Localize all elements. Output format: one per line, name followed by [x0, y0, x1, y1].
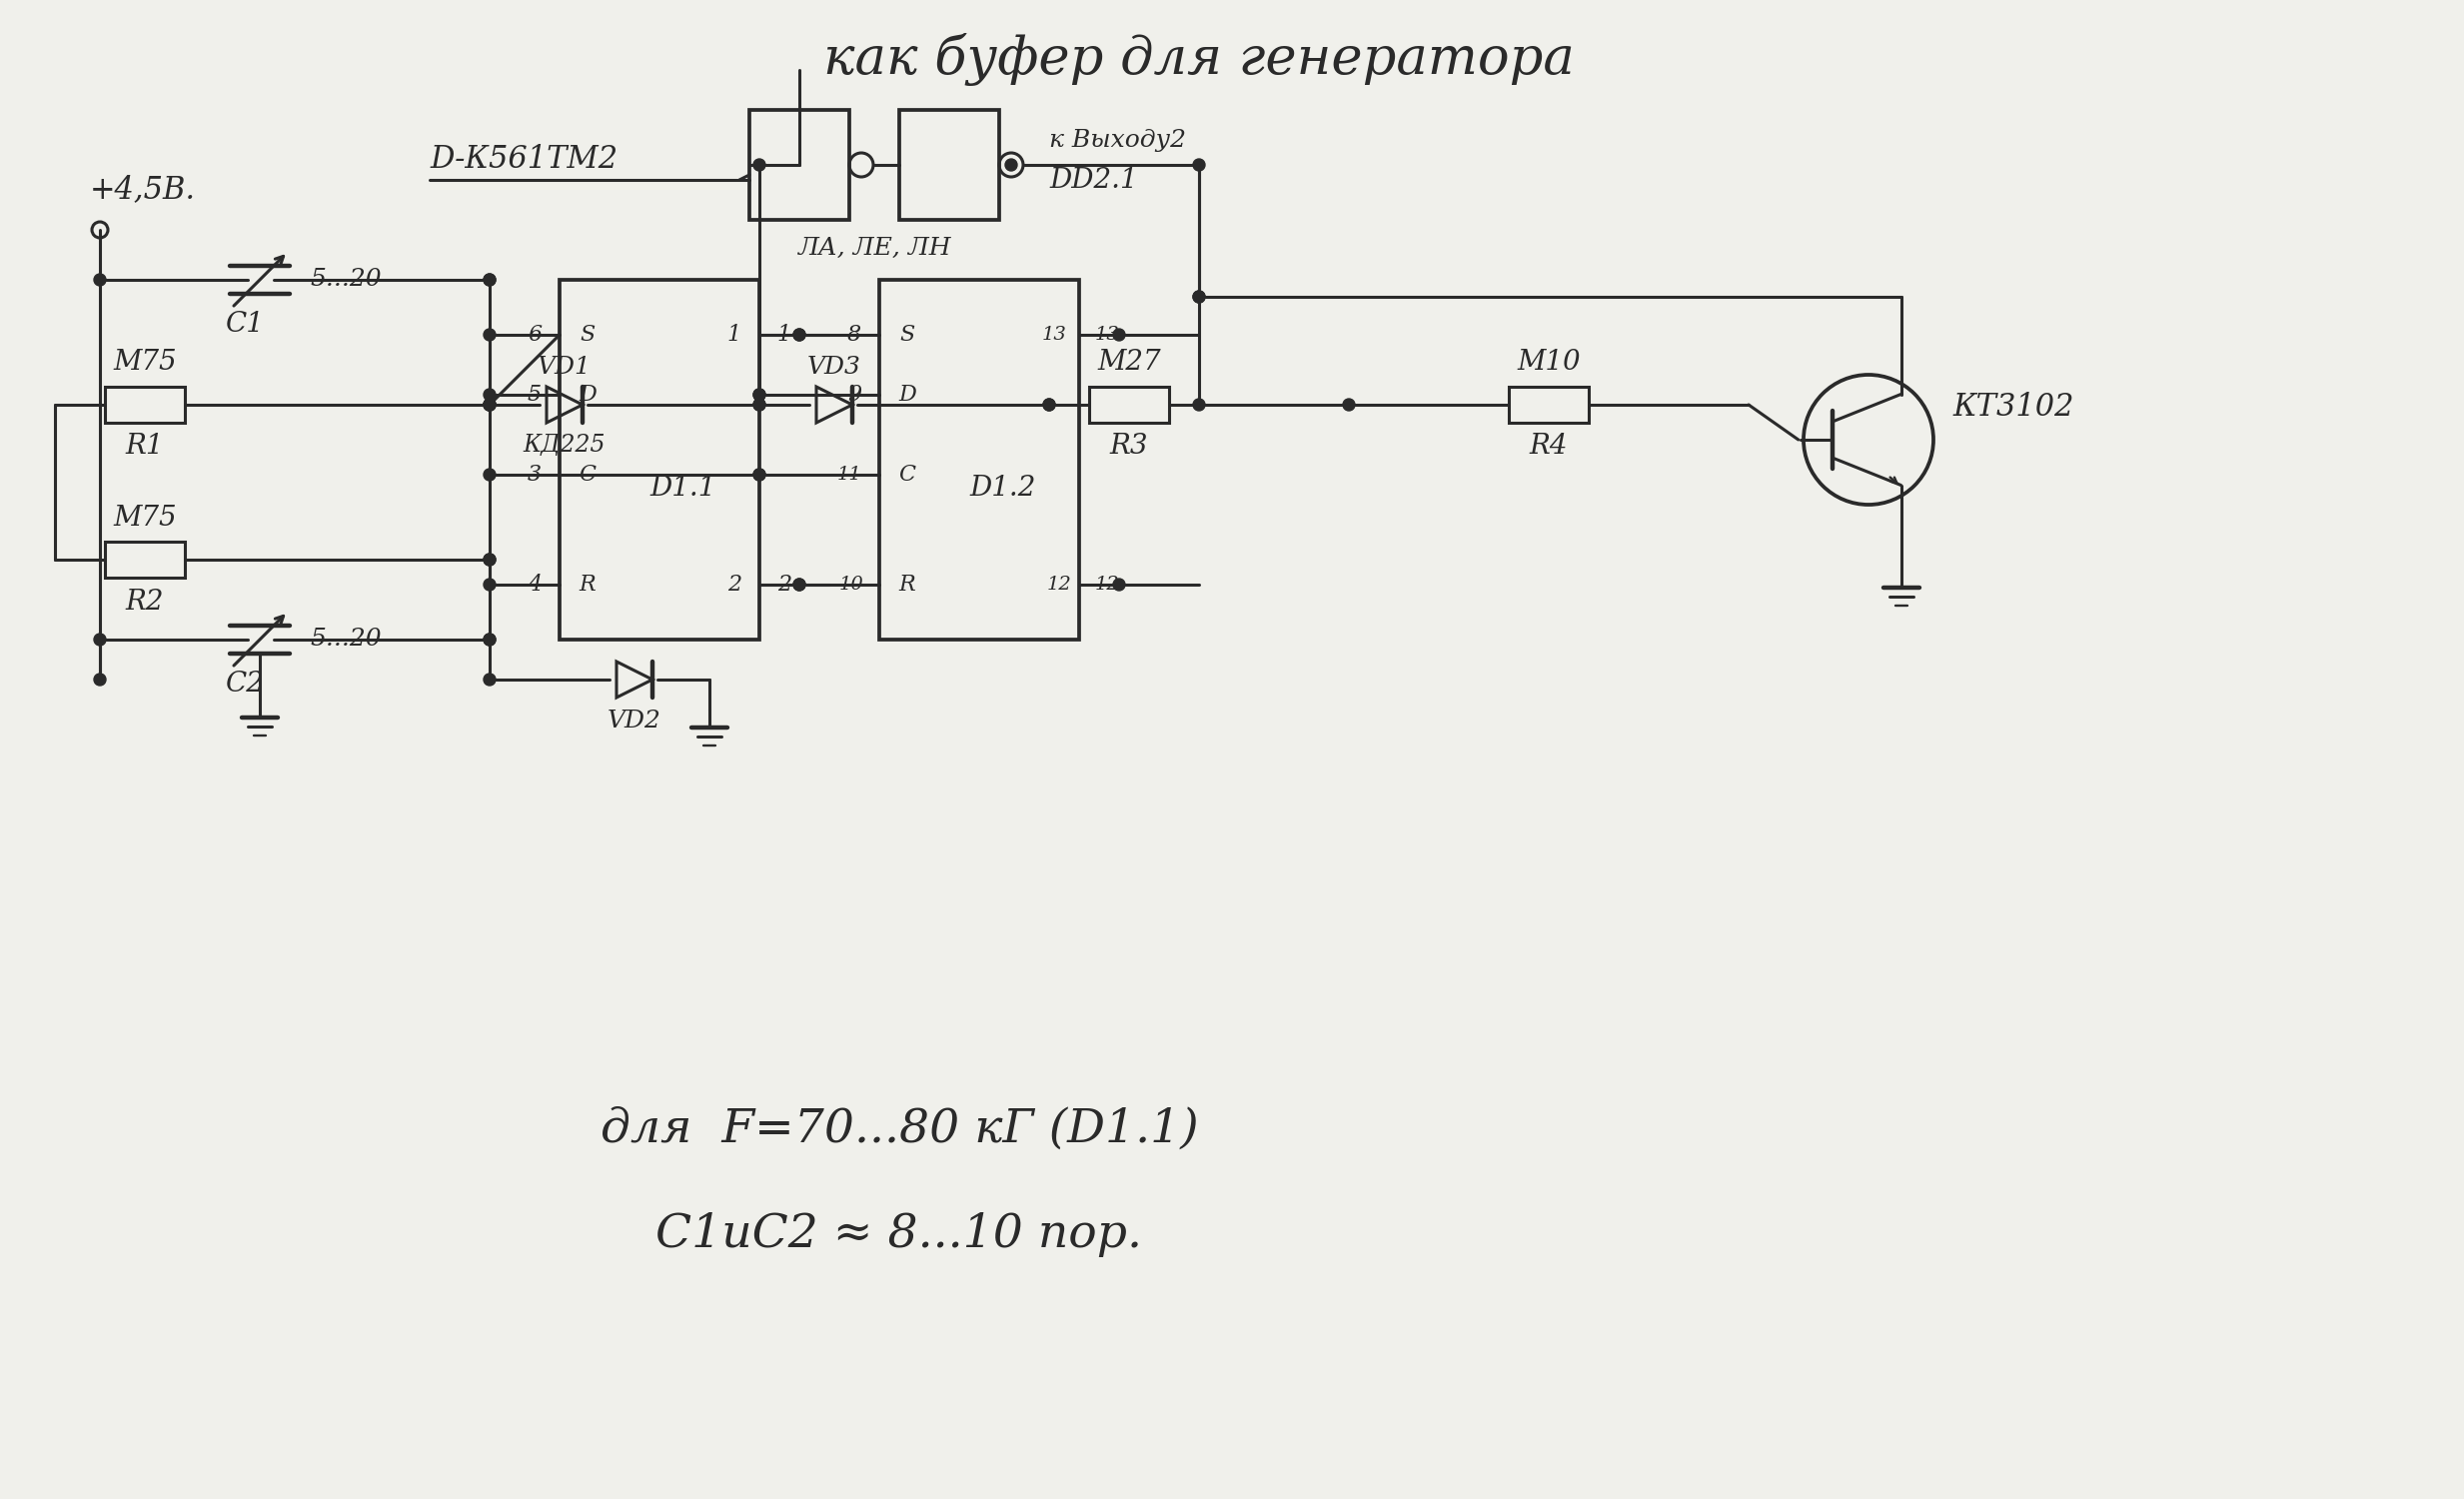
Circle shape: [483, 328, 495, 340]
Text: C: C: [899, 463, 917, 486]
Bar: [1089, 387, 1168, 423]
Circle shape: [483, 274, 495, 286]
Text: DD2.1: DD2.1: [1050, 166, 1138, 193]
Text: C: C: [579, 463, 596, 486]
Circle shape: [793, 579, 806, 591]
Text: D1.1: D1.1: [650, 475, 717, 502]
Circle shape: [483, 634, 495, 646]
Text: VD3: VD3: [808, 355, 862, 378]
Circle shape: [1114, 328, 1126, 340]
Circle shape: [1193, 399, 1205, 411]
Bar: [559, 280, 759, 640]
Text: 1: 1: [727, 324, 742, 346]
Text: 2: 2: [727, 574, 742, 595]
Circle shape: [754, 159, 766, 171]
Text: R4: R4: [1530, 433, 1567, 460]
Circle shape: [483, 579, 495, 591]
Circle shape: [793, 328, 806, 340]
Text: R: R: [579, 574, 596, 595]
Text: D1.2: D1.2: [971, 475, 1037, 502]
Bar: [899, 109, 1000, 220]
Circle shape: [1042, 399, 1055, 411]
Circle shape: [1193, 291, 1205, 303]
Circle shape: [483, 553, 495, 565]
Circle shape: [1193, 291, 1205, 303]
Text: D-К561ТМ2: D-К561ТМ2: [429, 144, 618, 175]
Text: 13: 13: [1042, 325, 1067, 343]
Text: D: D: [579, 384, 596, 406]
Circle shape: [1114, 579, 1126, 591]
Text: C2: C2: [224, 672, 264, 699]
Text: 10: 10: [838, 576, 865, 594]
Text: М75: М75: [113, 349, 177, 376]
Text: 13: 13: [1094, 325, 1119, 343]
Text: 9: 9: [848, 384, 862, 406]
Circle shape: [483, 634, 495, 646]
Text: 1: 1: [776, 324, 791, 346]
Bar: [106, 541, 185, 577]
Text: VD1: VD1: [537, 355, 591, 378]
Text: 5...20: 5...20: [310, 628, 382, 651]
Circle shape: [754, 388, 766, 400]
Text: S: S: [899, 324, 914, 346]
Circle shape: [483, 388, 495, 400]
Text: КД225: КД225: [522, 433, 606, 456]
Circle shape: [754, 469, 766, 481]
Text: М75: М75: [113, 504, 177, 531]
Text: +4,5В.: +4,5В.: [89, 174, 197, 205]
Circle shape: [754, 469, 766, 481]
Circle shape: [754, 388, 766, 400]
Text: R: R: [899, 574, 917, 595]
Circle shape: [483, 399, 495, 411]
Circle shape: [483, 469, 495, 481]
Circle shape: [483, 399, 495, 411]
Circle shape: [793, 328, 806, 340]
Text: С1иС2 ≈ 8...10 пор.: С1иС2 ≈ 8...10 пор.: [655, 1211, 1143, 1256]
Circle shape: [483, 673, 495, 685]
Text: 12: 12: [1047, 576, 1072, 594]
Circle shape: [483, 399, 495, 411]
Circle shape: [1042, 399, 1055, 411]
Text: 5: 5: [527, 384, 542, 406]
Circle shape: [483, 399, 495, 411]
Circle shape: [1193, 159, 1205, 171]
Text: 2: 2: [776, 574, 791, 595]
Text: КТ3102: КТ3102: [1954, 391, 2075, 423]
Text: 3: 3: [527, 463, 542, 486]
Text: 6: 6: [527, 324, 542, 346]
Circle shape: [94, 673, 106, 685]
Text: М10: М10: [1518, 349, 1579, 376]
Text: 8: 8: [848, 324, 862, 346]
Text: 4: 4: [527, 574, 542, 595]
Text: ЛА, ЛЕ, ЛН: ЛА, ЛЕ, ЛН: [798, 237, 951, 259]
Text: как буфер для генератора: как буфер для генератора: [823, 33, 1574, 87]
Text: к Выходу2: к Выходу2: [1050, 129, 1185, 151]
Text: М27: М27: [1096, 349, 1161, 376]
Circle shape: [94, 274, 106, 286]
Text: R1: R1: [126, 433, 165, 460]
Text: S: S: [579, 324, 596, 346]
Bar: [1508, 387, 1589, 423]
Circle shape: [1343, 399, 1355, 411]
Circle shape: [793, 579, 806, 591]
Bar: [880, 280, 1079, 640]
Circle shape: [94, 634, 106, 646]
Text: 12: 12: [1094, 576, 1119, 594]
Circle shape: [754, 399, 766, 411]
Circle shape: [483, 553, 495, 565]
Bar: [749, 109, 850, 220]
Text: 11: 11: [838, 466, 862, 484]
Circle shape: [483, 274, 495, 286]
Text: для  F=70...80 кГ (D1.1): для F=70...80 кГ (D1.1): [601, 1106, 1198, 1151]
Text: VD2: VD2: [609, 711, 660, 733]
Text: C1: C1: [224, 312, 264, 339]
Circle shape: [754, 399, 766, 411]
Text: 5...20: 5...20: [310, 268, 382, 291]
Text: R2: R2: [126, 588, 165, 615]
Circle shape: [1005, 159, 1018, 171]
Text: R3: R3: [1109, 433, 1148, 460]
Bar: [106, 387, 185, 423]
Text: D: D: [899, 384, 917, 406]
